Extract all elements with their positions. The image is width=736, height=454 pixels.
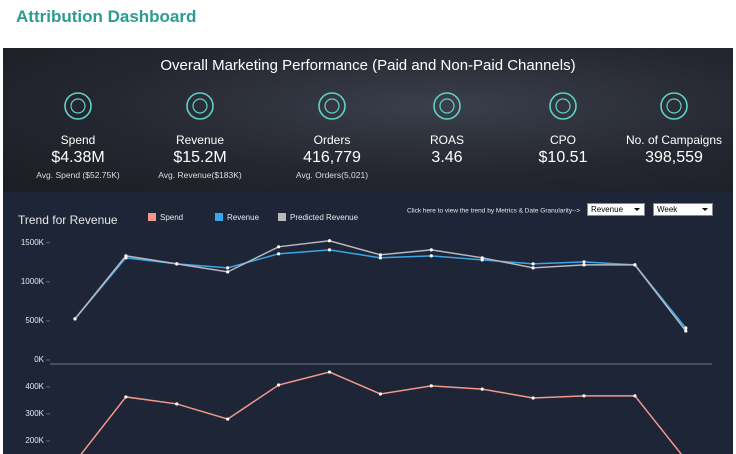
dashboard-title: Attribution Dashboard [16,7,197,26]
data-point [378,392,382,396]
kpi-section: Overall Marketing Performance (Paid and … [3,48,733,192]
kpi-value: 3.46 [431,149,463,166]
data-point [226,270,230,274]
kpi-subtext: Avg. Orders(5,021) [295,170,369,180]
data-point [531,262,535,266]
kpi-subtext: Avg. Spend ($52.75K) [36,170,120,180]
kpi-card: ROAS 3.46 [382,90,512,167]
kpi-icon [549,92,577,120]
kpi-label: Revenue [175,133,225,147]
kpi-card: Spend $4.38M Avg. Spend ($52.75K) [13,90,143,180]
legend-label: Revenue [227,213,260,222]
icon-core [555,98,571,114]
granularity-dropdown[interactable]: Week [653,203,713,216]
series-line [80,371,683,454]
chart-title: Trend for Revenue [18,213,118,227]
icon-ring [433,92,461,120]
icon-core [666,98,682,114]
legend-swatch [278,213,286,221]
data-point [226,417,230,421]
data-point [277,245,281,249]
kpi-value: $4.38M [51,149,105,166]
data-point [175,262,179,266]
icon-ring [660,92,688,120]
icon-ring [64,92,92,120]
y-tick-label: 1500K [21,238,45,247]
data-point [327,248,332,252]
kpi-subtext: Avg. Revenue($183K) [158,170,242,180]
data-point [429,254,433,258]
data-point [429,384,433,388]
legend-label: Spend [160,213,183,222]
kpi-label: No. of Campaigns [625,133,723,147]
kpi-label: Orders [313,133,351,147]
kpi-icon [186,92,214,120]
legend-swatch [215,213,223,221]
icon-ring [186,92,214,120]
kpi-label: CPO [549,133,576,147]
kpi-icon [660,92,688,120]
y-tick-label: 1000K [21,277,45,286]
y-tick-label: 300K [25,409,44,418]
data-point [582,263,586,267]
data-point [582,394,586,398]
icon-ring [549,92,577,120]
legend-swatch [148,213,156,221]
kpi-card: Orders 416,779 Avg. Orders(5,021) [267,90,397,180]
data-point [327,239,332,243]
icon-core [324,98,340,114]
data-point [277,252,281,256]
icon-core [192,98,208,114]
data-point [175,402,179,406]
data-point [378,253,382,257]
kpi-value: $10.51 [538,149,588,166]
kpi-icon [64,92,92,120]
legend-label: Predicted Revenue [290,213,359,222]
metric-dropdown[interactable]: Revenue [587,203,645,216]
data-point [633,394,637,398]
data-point [531,396,535,400]
data-point [378,256,382,260]
kpi-card: No. of Campaigns 398,559 [609,90,733,167]
control-prompt: Click here to view the trend by Metrics … [407,208,580,215]
kpi-icon [318,92,346,120]
data-point [327,370,332,374]
kpi-label: ROAS [429,133,464,147]
data-point [226,266,230,270]
data-point [480,256,484,260]
kpi-title: Overall Marketing Performance (Paid and … [160,57,576,74]
kpi-card: Revenue $15.2M Avg. Revenue($183K) [135,90,265,180]
kpi-value: 398,559 [645,149,703,166]
data-point [124,254,128,258]
y-tick-label: 400K [25,382,44,391]
data-point [684,329,688,333]
data-point [277,383,281,387]
icon-core [439,98,455,114]
icon-ring [318,92,346,120]
y-tick-label: 0K [34,355,44,364]
data-point [73,317,77,321]
kpi-card: CPO $10.51 [498,90,628,167]
y-tick-label: 500K [25,316,44,325]
icon-core [70,98,86,114]
kpi-value: $15.2M [173,149,227,166]
data-point [531,266,535,270]
data-point [124,395,128,399]
kpi-icon [433,92,461,120]
data-point [633,263,637,267]
kpi-label: Spend [60,133,96,147]
data-point [480,387,484,391]
y-tick-label: 200K [25,436,44,445]
data-point [582,260,586,264]
kpi-value: 416,779 [303,149,361,166]
data-point [429,248,433,252]
